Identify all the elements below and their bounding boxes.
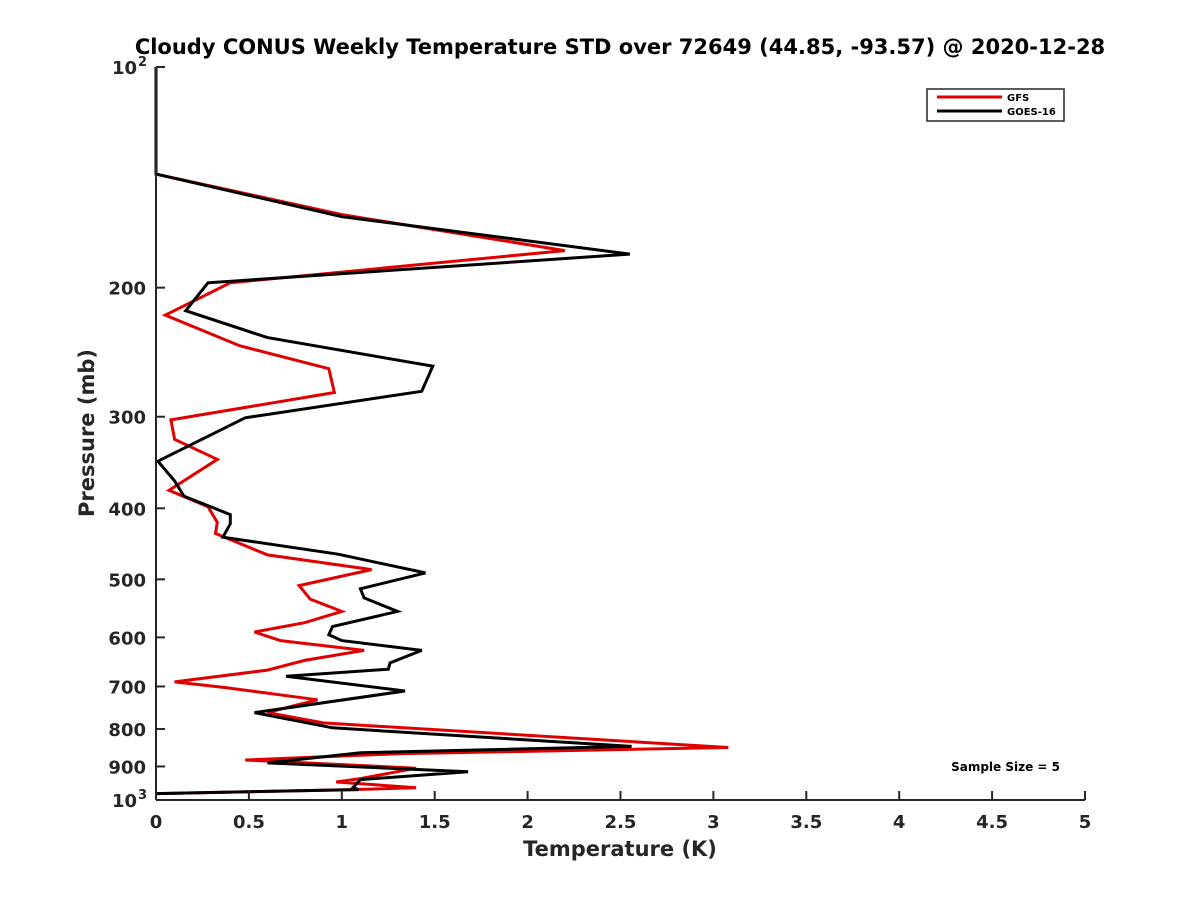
legend-label: GFS xyxy=(1007,93,1029,104)
y-axis-label: Pressure (mb) xyxy=(75,349,99,517)
y-tick-label: 300 xyxy=(108,408,146,429)
x-tick-label: 4 xyxy=(893,812,906,833)
series-line-gfs xyxy=(154,67,729,796)
y-tick-label: 600 xyxy=(108,628,146,649)
x-tick-label: 0 xyxy=(150,812,163,833)
series-layer xyxy=(154,67,729,796)
y-tick-exponent: 2 xyxy=(138,55,147,70)
legend-entries: GFS GOES-16 xyxy=(937,93,1056,118)
y-tick-label: 10 xyxy=(112,791,137,812)
legend-label: GOES-16 xyxy=(1007,107,1056,118)
x-tick-label: 2.5 xyxy=(605,812,637,833)
y-tick-label: 400 xyxy=(108,499,146,520)
x-axis-label: Temperature (K) xyxy=(523,837,717,861)
x-axis-ticks: 0 0.5 1 1.5 2 2.5 3 3.5 4 4.5 5 xyxy=(150,791,1092,833)
x-tick-label: 4.5 xyxy=(976,812,1008,833)
x-tick-label: 1 xyxy=(336,812,349,833)
legend: GFS GOES-16 xyxy=(926,88,1065,122)
series-line-goes-16 xyxy=(154,67,632,796)
x-tick-label: 2 xyxy=(521,812,534,833)
x-tick-label: 3 xyxy=(707,812,720,833)
chart-title: Cloudy CONUS Weekly Temperature STD over… xyxy=(135,35,1105,59)
x-tick-label: 3.5 xyxy=(790,812,822,833)
y-tick-label: 500 xyxy=(108,570,146,591)
legend-box xyxy=(926,88,1065,122)
y-tick-exponent: 3 xyxy=(138,788,147,803)
y-tick-label: 200 xyxy=(108,279,146,300)
x-tick-label: 1.5 xyxy=(419,812,451,833)
y-tick-label: 900 xyxy=(108,757,146,778)
y-tick-label: 10 xyxy=(112,58,137,79)
sample-size-annotation: Sample Size = 5 xyxy=(951,760,1060,774)
y-tick-label: 700 xyxy=(108,677,146,698)
y-tick-label: 800 xyxy=(108,720,146,741)
x-tick-label: 0.5 xyxy=(233,812,265,833)
x-tick-label: 5 xyxy=(1079,812,1092,833)
